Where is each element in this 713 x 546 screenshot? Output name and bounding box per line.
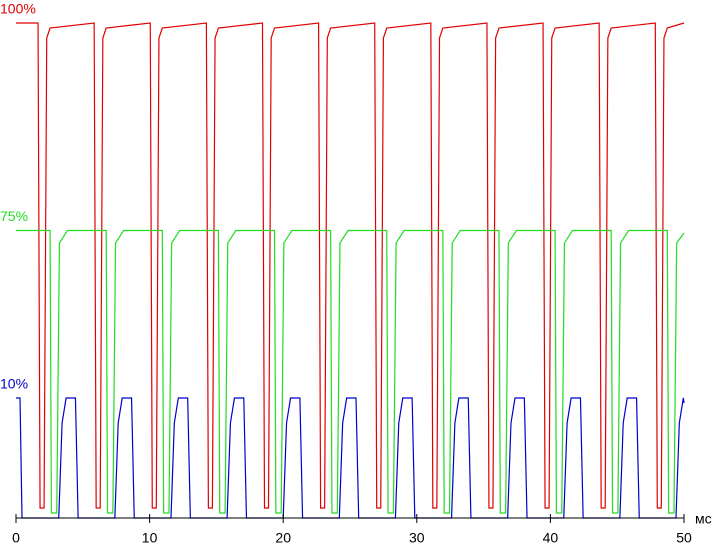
trace [16,397,685,519]
x-tick-label: 10 [142,530,158,546]
trace [16,22,685,509]
x-tick-label: 30 [409,530,425,546]
trace [16,229,685,514]
trace-label: 10% [0,376,28,392]
trace-label: 100% [0,1,36,17]
x-tick-label: 0 [12,530,20,546]
x-axis-label: мс [695,511,712,527]
x-tick-label: 40 [543,530,559,546]
trace-label: 75% [0,208,28,224]
x-tick-label: 50 [676,530,692,546]
x-tick-label: 20 [275,530,291,546]
